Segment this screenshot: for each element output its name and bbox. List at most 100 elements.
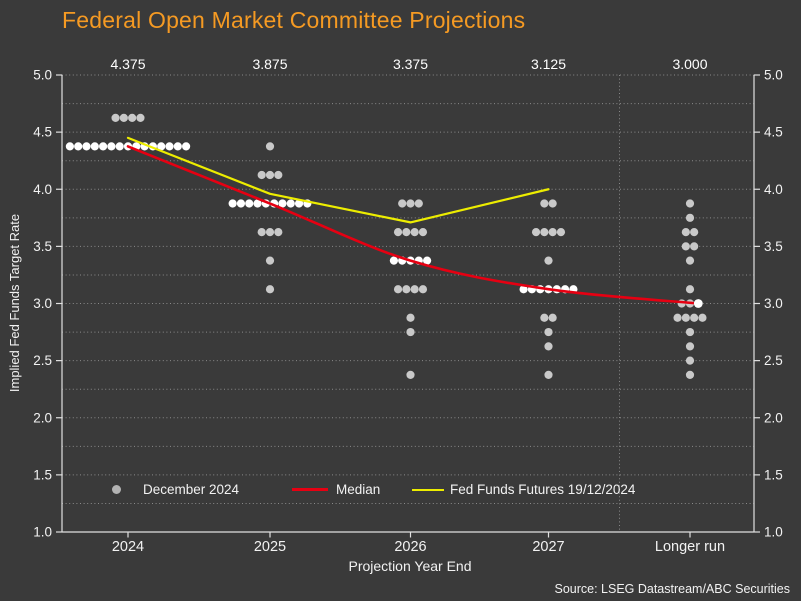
- y-tick-label-right: 4.0: [764, 182, 783, 197]
- projection-dot: [406, 370, 415, 380]
- projection-dot: [685, 285, 695, 294]
- projection-dot: [418, 285, 428, 294]
- projection-dot: [690, 242, 699, 251]
- projection-dot: [406, 327, 415, 337]
- projection-dot: [519, 285, 528, 294]
- projection-dot: [423, 256, 432, 265]
- x-tick-label: 2026: [394, 539, 426, 555]
- projection-dot: [544, 342, 553, 351]
- projection-dot: [685, 199, 695, 208]
- projection-dot: [274, 227, 283, 237]
- projection-dot: [540, 227, 549, 237]
- projection-dot: [294, 199, 304, 208]
- y-tick-label-left: 3.5: [33, 239, 52, 254]
- projection-dot: [540, 199, 549, 208]
- y-tick-label-right: 1.0: [764, 525, 783, 540]
- projection-dot: [418, 227, 428, 237]
- projection-dot: [698, 313, 707, 322]
- median-top-label: 3.375: [393, 56, 428, 72]
- projection-dot: [548, 199, 557, 208]
- projection-dot: [556, 227, 566, 237]
- projection-dot: [165, 142, 174, 151]
- projection-dot: [410, 285, 419, 294]
- y-tick-label-left: 3.0: [33, 296, 52, 311]
- projection-dot: [182, 142, 191, 151]
- x-tick-label: 2025: [254, 539, 286, 555]
- projection-dot: [685, 342, 695, 351]
- y-tick-label-left: 1.0: [33, 525, 52, 540]
- projection-dot: [128, 113, 137, 122]
- projection-dot: [74, 142, 83, 151]
- projection-dot: [681, 313, 690, 322]
- projection-dot: [685, 256, 695, 265]
- projection-dot: [236, 199, 246, 208]
- page-title: Federal Open Market Committee Projection…: [62, 7, 526, 33]
- projection-dot: [402, 285, 411, 294]
- projection-dot: [673, 313, 682, 322]
- projection-dot: [82, 142, 91, 151]
- median-top-label: 4.375: [110, 56, 145, 72]
- y-axis-title: Implied Fed Funds Target Rate: [7, 213, 22, 393]
- source-note: Source: LSEG Datastream/ABC Securities: [554, 582, 790, 596]
- projection-dot: [136, 113, 145, 122]
- median-top-label: 3.875: [252, 56, 287, 72]
- projection-dot: [406, 313, 415, 322]
- projection-dot: [685, 356, 695, 365]
- median-end-marker: [693, 299, 703, 308]
- x-axis-title: Projection Year End: [348, 558, 472, 574]
- projection-dot: [685, 213, 695, 222]
- projection-dot: [90, 142, 99, 151]
- median-line: [126, 145, 700, 305]
- projection-dot: [107, 142, 116, 151]
- y-tick-label-left: 4.5: [33, 125, 52, 140]
- y-tick-label-right: 2.0: [764, 410, 783, 425]
- x-tick-label: Longer run: [655, 539, 725, 555]
- projection-dot: [253, 199, 262, 208]
- median-top-label: 3.000: [672, 56, 707, 72]
- futures-line: [126, 136, 550, 224]
- projection-dot: [690, 313, 699, 322]
- projection-dot: [245, 199, 254, 208]
- projection-dot: [685, 370, 695, 380]
- projection-dot: [278, 199, 287, 208]
- projection-dot: [544, 256, 553, 265]
- legend-label-december-2024: December 2024: [143, 482, 240, 497]
- projection-dot: [286, 199, 295, 208]
- projection-dot: [119, 113, 128, 122]
- projection-dot: [402, 227, 411, 237]
- y-tick-label-right: 2.5: [764, 353, 783, 368]
- y-tick-label-left: 2.5: [33, 353, 52, 368]
- legend-label-fed-funds-futures: Fed Funds Futures 19/12/2024: [450, 482, 636, 497]
- y-tick-label-right: 4.5: [764, 125, 783, 140]
- projection-dot: [257, 170, 266, 180]
- projection-dot: [393, 285, 403, 294]
- projection-dot: [265, 256, 275, 265]
- median-top-label: 3.125: [531, 56, 566, 72]
- projection-dot: [414, 199, 423, 208]
- y-tick-label-left: 5.0: [33, 68, 52, 83]
- projection-dot: [228, 199, 237, 208]
- projection-dot: [544, 370, 553, 380]
- projection-dot: [406, 199, 415, 208]
- projection-dot: [398, 199, 407, 208]
- projection-dot: [410, 227, 419, 237]
- projection-dot: [681, 242, 690, 251]
- legend-median-line-icon: [292, 488, 328, 491]
- y-tick-label-right: 3.0: [764, 296, 783, 311]
- projection-dot: [265, 227, 275, 237]
- projection-dot: [65, 142, 74, 151]
- projection-dot: [681, 227, 690, 237]
- y-tick-label-right: 5.0: [764, 68, 783, 83]
- x-tick-label: 2024: [112, 539, 144, 555]
- y-tick-label-left: 4.0: [33, 182, 52, 197]
- projection-dot: [265, 142, 275, 151]
- projection-dot: [685, 327, 695, 337]
- projection-dot: [274, 170, 283, 180]
- y-tick-label-left: 1.5: [33, 467, 52, 482]
- projection-dot: [548, 227, 557, 237]
- projection-dot: [157, 142, 166, 151]
- projection-dot: [257, 227, 266, 237]
- projection-dot: [544, 327, 553, 337]
